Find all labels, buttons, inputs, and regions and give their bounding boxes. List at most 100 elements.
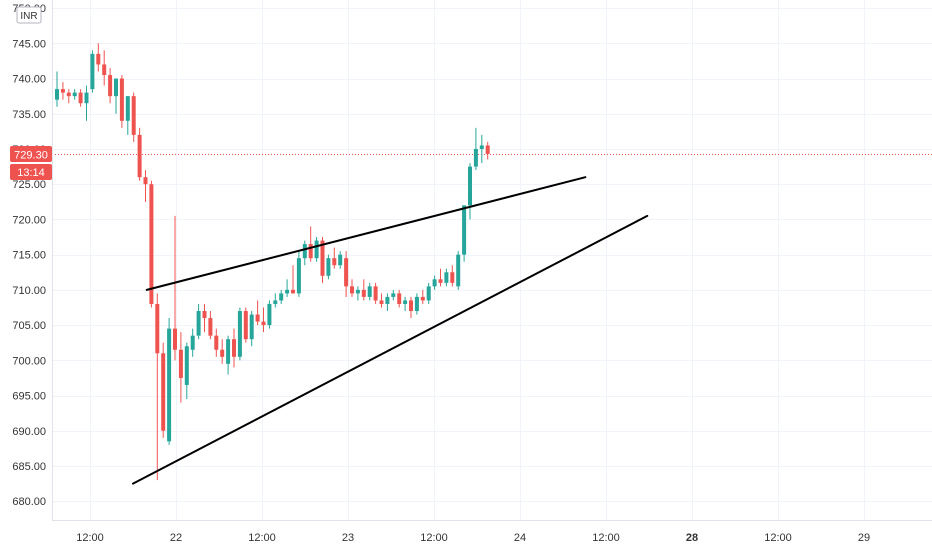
candle-body [462, 205, 467, 255]
trendline-upper[interactable] [145, 176, 587, 291]
candle-body [237, 311, 242, 357]
candle-body [473, 148, 478, 167]
candle [155, 293, 160, 481]
candle-body [385, 296, 390, 304]
candle-body [450, 272, 455, 283]
candle-body [426, 286, 431, 301]
candle-body [438, 279, 443, 283]
candle-body [102, 64, 107, 76]
candle-body [155, 303, 160, 354]
y-tick-label: 715.00 [12, 250, 46, 262]
candle-body [444, 272, 449, 283]
candle [161, 342, 166, 438]
candle [314, 237, 319, 262]
y-tick-label: 720.00 [12, 214, 46, 226]
candle [344, 251, 349, 297]
x-tick-label: 24 [514, 532, 526, 544]
candle [438, 268, 443, 287]
candle-body [285, 289, 290, 294]
candle [190, 328, 195, 357]
candle [237, 307, 242, 361]
candle [308, 226, 313, 262]
candle [302, 240, 307, 266]
candle-body [184, 346, 189, 385]
candle [66, 89, 71, 104]
candle-body [320, 240, 325, 276]
candle-body [131, 96, 136, 135]
candle [119, 75, 124, 128]
candle-body [114, 78, 118, 97]
axes [52, 0, 932, 521]
candle [326, 254, 331, 280]
candle [96, 43, 101, 72]
candle [137, 127, 142, 181]
candle-body [243, 311, 248, 340]
x-tick-label: 12:00 [592, 532, 620, 544]
candle-body [397, 293, 402, 304]
trendline-lower[interactable] [132, 214, 649, 485]
candle-body [296, 258, 301, 294]
currency-badge[interactable]: INR [16, 6, 42, 24]
candle [208, 311, 213, 340]
candle [403, 296, 408, 312]
candle-body [125, 96, 130, 121]
candle-body [273, 300, 278, 304]
candle [255, 300, 260, 326]
candle [479, 134, 484, 164]
candle [379, 293, 384, 308]
y-tick-label: 690.00 [12, 426, 46, 438]
candle [420, 289, 425, 304]
candle [249, 311, 254, 347]
y-axis-ticks[interactable]: 680.00 685.00 690.00 695.00 700.00 705.00 710.… [12, 3, 46, 508]
candle-body [119, 78, 124, 121]
candle-body [196, 311, 201, 336]
candle [456, 251, 461, 290]
candle [178, 332, 183, 403]
candle [167, 318, 172, 445]
candle-body [208, 318, 213, 336]
x-tick-label: 12:00 [248, 532, 276, 544]
candle [285, 279, 290, 297]
y-tick-label: 710.00 [12, 285, 46, 297]
candle-body [90, 53, 95, 90]
trendlines[interactable] [132, 176, 649, 485]
candle [485, 141, 490, 160]
candle-body [291, 289, 295, 294]
y-tick-label: 705.00 [12, 320, 46, 332]
last-price-label: 729.30 [14, 150, 48, 162]
candle-body [226, 339, 231, 364]
grid [52, 0, 932, 520]
candle-body [190, 335, 195, 350]
y-tick-label: 740.00 [12, 74, 46, 86]
candle-body [60, 89, 65, 93]
candle-body [202, 311, 207, 319]
candle-body [173, 328, 177, 350]
candle-body [456, 254, 461, 287]
candle-body [350, 286, 354, 294]
candle-body [66, 92, 71, 97]
candle [426, 282, 431, 304]
candle-body [137, 134, 142, 178]
x-tick-label: 29 [858, 532, 870, 544]
candle-body [367, 286, 372, 297]
candle [114, 78, 118, 114]
x-axis-ticks[interactable]: 12:00 22 12:00 23 12:00 24 12:00 28 12:00 29 [76, 532, 870, 544]
candle-body [161, 353, 166, 431]
candle-body [214, 335, 219, 350]
candle-body [479, 145, 484, 149]
candle [397, 289, 402, 308]
candle-body [84, 92, 89, 104]
candle [450, 265, 455, 287]
currency-badge-label: INR [20, 11, 37, 22]
last-price-badges: 729.30 13:14 [10, 146, 52, 180]
candle [391, 289, 396, 301]
last-price-badge [10, 146, 52, 162]
candle-body [261, 321, 266, 326]
candle-body [355, 289, 360, 294]
y-tick-label: 700.00 [12, 355, 46, 367]
candle [361, 279, 366, 301]
candle [149, 180, 154, 308]
candle [414, 293, 419, 315]
